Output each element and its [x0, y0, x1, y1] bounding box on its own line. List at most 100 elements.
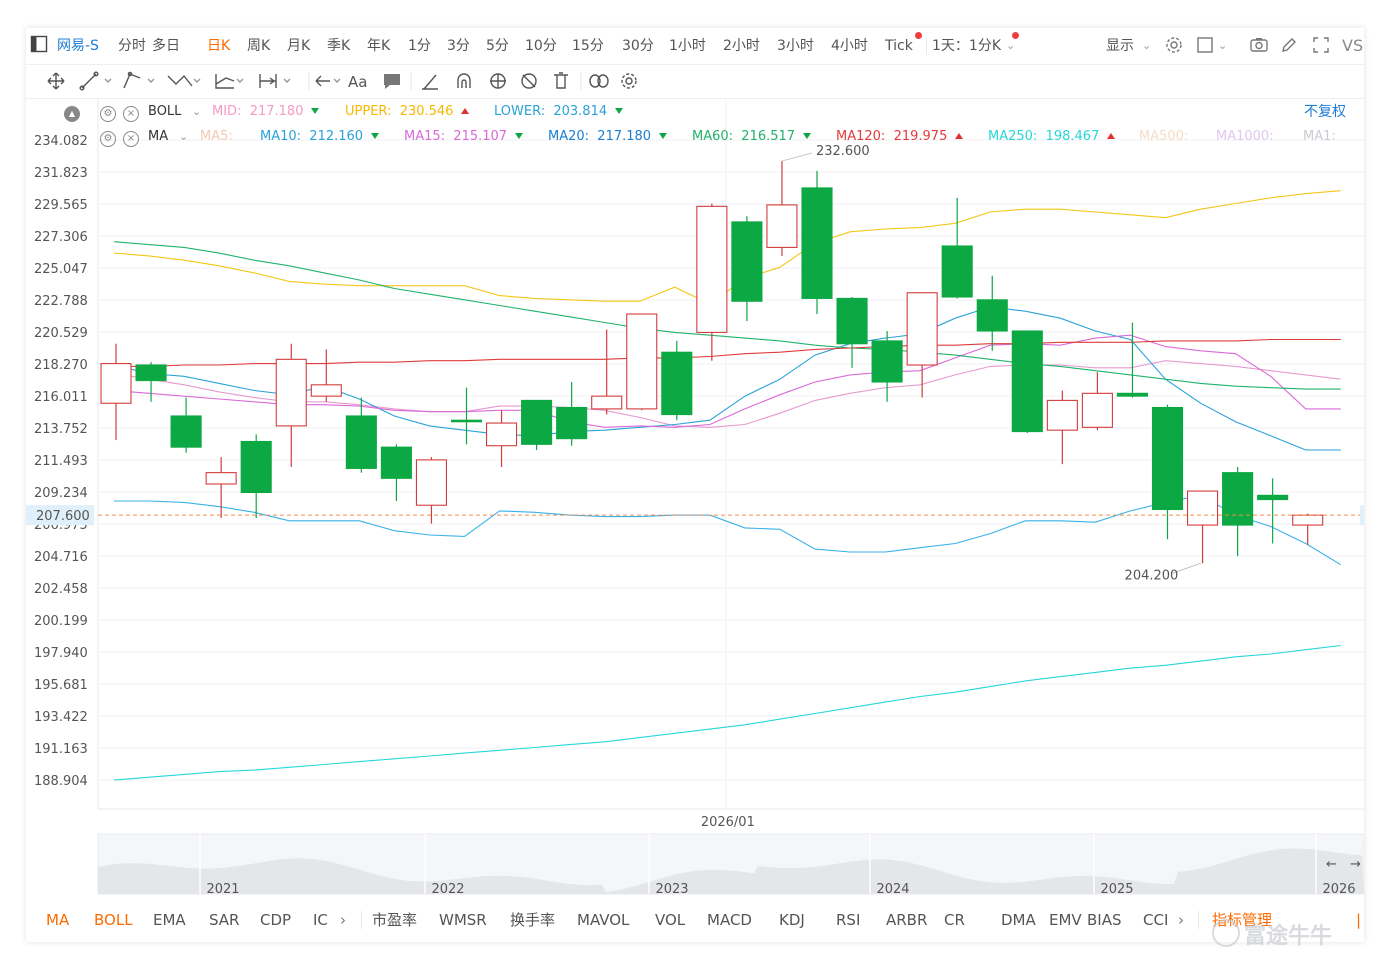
- indicator-tab[interactable]: DMA: [1001, 911, 1036, 929]
- indicator-tab[interactable]: BIAS: [1087, 911, 1122, 929]
- navigator-year-label: 2026: [1322, 882, 1355, 897]
- chevron-down-icon[interactable]: ⌄: [1218, 39, 1228, 52]
- timeframe-select[interactable]: 1天：1分K: [932, 38, 1001, 54]
- candle-body: [345, 415, 377, 469]
- boll-settings-icon[interactable]: ⚙: [100, 106, 116, 122]
- indicator-tab[interactable]: EMA: [153, 911, 186, 929]
- indicator-tab[interactable]: MA: [46, 911, 70, 929]
- indicator-tab[interactable]: 换手率: [510, 911, 556, 929]
- drawing-toolbar: Aa: [26, 64, 1364, 99]
- candle-body: [1151, 406, 1184, 511]
- display-menu[interactable]: 显示: [1106, 38, 1134, 54]
- indicator-tab[interactable]: RSI: [836, 911, 861, 929]
- no-adjust-button[interactable]: 不复权: [1304, 104, 1346, 120]
- boll-close-icon[interactable]: ×: [123, 106, 139, 122]
- more-tab-cut[interactable]: |: [1356, 911, 1362, 929]
- divider: [1198, 911, 1199, 929]
- indicator-tab[interactable]: ARBR: [886, 911, 928, 929]
- up-arrow-icon: [955, 133, 964, 139]
- ma-item-value: 219.975: [885, 129, 948, 144]
- camera-icon[interactable]: [1248, 35, 1270, 57]
- period-tab[interactable]: 3小时: [777, 38, 814, 54]
- indicator-tab[interactable]: KDJ: [779, 911, 805, 929]
- sidebar-toggle-icon[interactable]: [28, 35, 50, 57]
- chevron-down-icon[interactable]: ⌄: [192, 105, 202, 118]
- period-tab[interactable]: 5分: [486, 38, 509, 54]
- period-tab[interactable]: 2小时: [723, 38, 760, 54]
- high-marker-line: [781, 152, 813, 162]
- fullscreen-icon[interactable]: [1310, 35, 1332, 57]
- candle-body: [661, 351, 693, 416]
- candle-body: [521, 399, 553, 445]
- period-tab[interactable]: 季K: [327, 38, 351, 54]
- x-tick-label: 2026/01: [701, 815, 755, 830]
- period-tab[interactable]: Tick: [885, 38, 913, 54]
- indicator-tab[interactable]: IC: [313, 911, 328, 929]
- last-price-tag-right: [1360, 505, 1364, 526]
- ma-item-label: MA1:: [1303, 129, 1336, 144]
- layout-square-icon[interactable]: [1194, 35, 1216, 57]
- ma-settings-icon[interactable]: ⚙: [100, 131, 116, 147]
- period-tab[interactable]: 10分: [525, 38, 557, 54]
- period-tab[interactable]: 周K: [247, 38, 271, 54]
- period-tab[interactable]: 1分: [408, 38, 431, 54]
- period-tab[interactable]: 15分: [572, 38, 604, 54]
- stock-name[interactable]: 网易-S: [57, 38, 99, 54]
- ma-item: MA60: 216.517: [692, 126, 812, 148]
- candle-body: [1011, 330, 1043, 433]
- ma-item: MA250: 198.467: [988, 126, 1116, 148]
- chevron-right-icon[interactable]: ›: [1178, 911, 1184, 929]
- ma-item-value: 216.517: [733, 129, 796, 144]
- period-tab[interactable]: 分时: [118, 38, 146, 54]
- indicator-tab[interactable]: CDP: [260, 911, 292, 929]
- navigator-right-arrow: →: [1350, 857, 1361, 872]
- indicator-tab[interactable]: WMSR: [439, 911, 487, 929]
- chevron-right-icon[interactable]: ›: [340, 911, 346, 929]
- period-tab[interactable]: 3分: [447, 38, 470, 54]
- settings-gear-icon[interactable]: [1163, 35, 1185, 57]
- period-tab[interactable]: 年K: [367, 38, 391, 54]
- svg-text:Aa: Aa: [348, 73, 367, 91]
- indicator-tab[interactable]: CR: [944, 911, 965, 929]
- indicator-tab[interactable]: CCI: [1143, 911, 1169, 929]
- period-tab[interactable]: 1小时: [669, 38, 706, 54]
- period-tab[interactable]: 多日: [152, 38, 180, 54]
- collapse-icon[interactable]: ▲: [64, 106, 80, 122]
- pencil-icon[interactable]: [1278, 35, 1300, 57]
- ma-item-value: 212.160: [301, 129, 364, 144]
- vs-compare-icon[interactable]: VS: [1342, 36, 1364, 55]
- period-tab[interactable]: 月K: [287, 38, 311, 54]
- indicator-tab[interactable]: 市盈率: [372, 911, 418, 929]
- ma-close-icon[interactable]: ×: [123, 131, 139, 147]
- series-line-lower: [114, 494, 1342, 566]
- candle-body: [485, 422, 518, 447]
- indicator-tab[interactable]: BOLL: [94, 911, 133, 929]
- period-tab[interactable]: 30分: [622, 38, 654, 54]
- boll-mid: MID: 217.180: [212, 101, 320, 123]
- candle-body: [1046, 399, 1078, 431]
- indicator-tab[interactable]: SAR: [209, 911, 240, 929]
- boll-name[interactable]: BOLL: [148, 104, 182, 119]
- ma-name[interactable]: MA: [148, 129, 169, 144]
- ma-item-value: 215.107: [445, 129, 508, 144]
- chevron-down-icon[interactable]: ⌄: [1142, 39, 1152, 52]
- navigator-year-label: 2022: [431, 882, 464, 897]
- boll-lower: LOWER: 203.814: [494, 101, 624, 123]
- indicator-tab[interactable]: MACD: [707, 911, 752, 929]
- down-arrow-icon: [371, 133, 380, 139]
- y-tick-label: 193.422: [34, 710, 88, 725]
- down-arrow-icon: [803, 133, 812, 139]
- drawing-tools[interactable]: Aa: [44, 64, 664, 98]
- chevron-down-icon[interactable]: ⌄: [179, 130, 189, 143]
- period-tab[interactable]: 4小时: [831, 38, 868, 54]
- down-arrow-icon: [515, 133, 524, 139]
- chevron-down-icon[interactable]: ⌄: [1006, 39, 1016, 52]
- y-tick-label: 216.011: [34, 390, 88, 405]
- indicator-tab[interactable]: VOL: [655, 911, 686, 929]
- ma-item-label: MA500:: [1139, 129, 1189, 144]
- indicator-tab[interactable]: MAVOL: [577, 911, 630, 929]
- boll-upper: UPPER: 230.546: [345, 101, 470, 123]
- indicator-tab[interactable]: EMV: [1049, 911, 1082, 929]
- navigator-year-label: 2021: [206, 882, 239, 897]
- period-tab[interactable]: 日K: [207, 38, 231, 54]
